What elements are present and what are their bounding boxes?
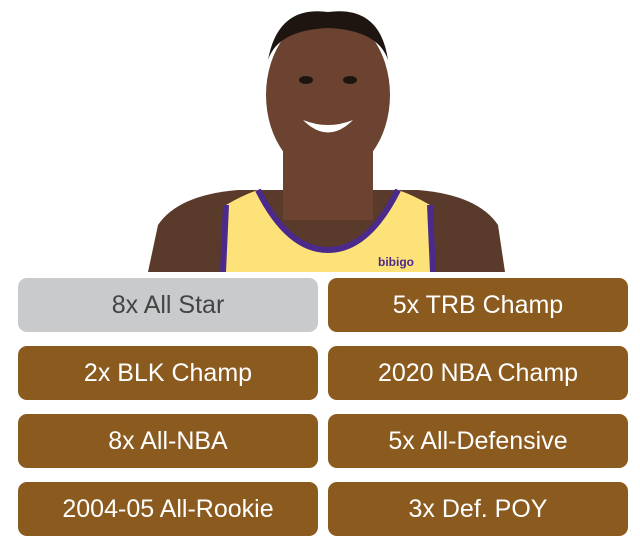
option-button[interactable]: 5x TRB Champ — [328, 278, 628, 332]
option-button[interactable]: 2004-05 All-Rookie — [18, 482, 318, 536]
option-button[interactable]: 2x BLK Champ — [18, 346, 318, 400]
jersey-logo-text: bibigo — [378, 255, 414, 269]
option-button[interactable]: 5x All-Defensive — [328, 414, 628, 468]
option-button[interactable]: 3x Def. POY — [328, 482, 628, 536]
option-button[interactable]: 8x All Star — [18, 278, 318, 332]
player-photo: bibigo — [148, 11, 505, 272]
option-button[interactable]: 2020 NBA Champ — [328, 346, 628, 400]
option-button[interactable]: 8x All-NBA — [18, 414, 318, 468]
